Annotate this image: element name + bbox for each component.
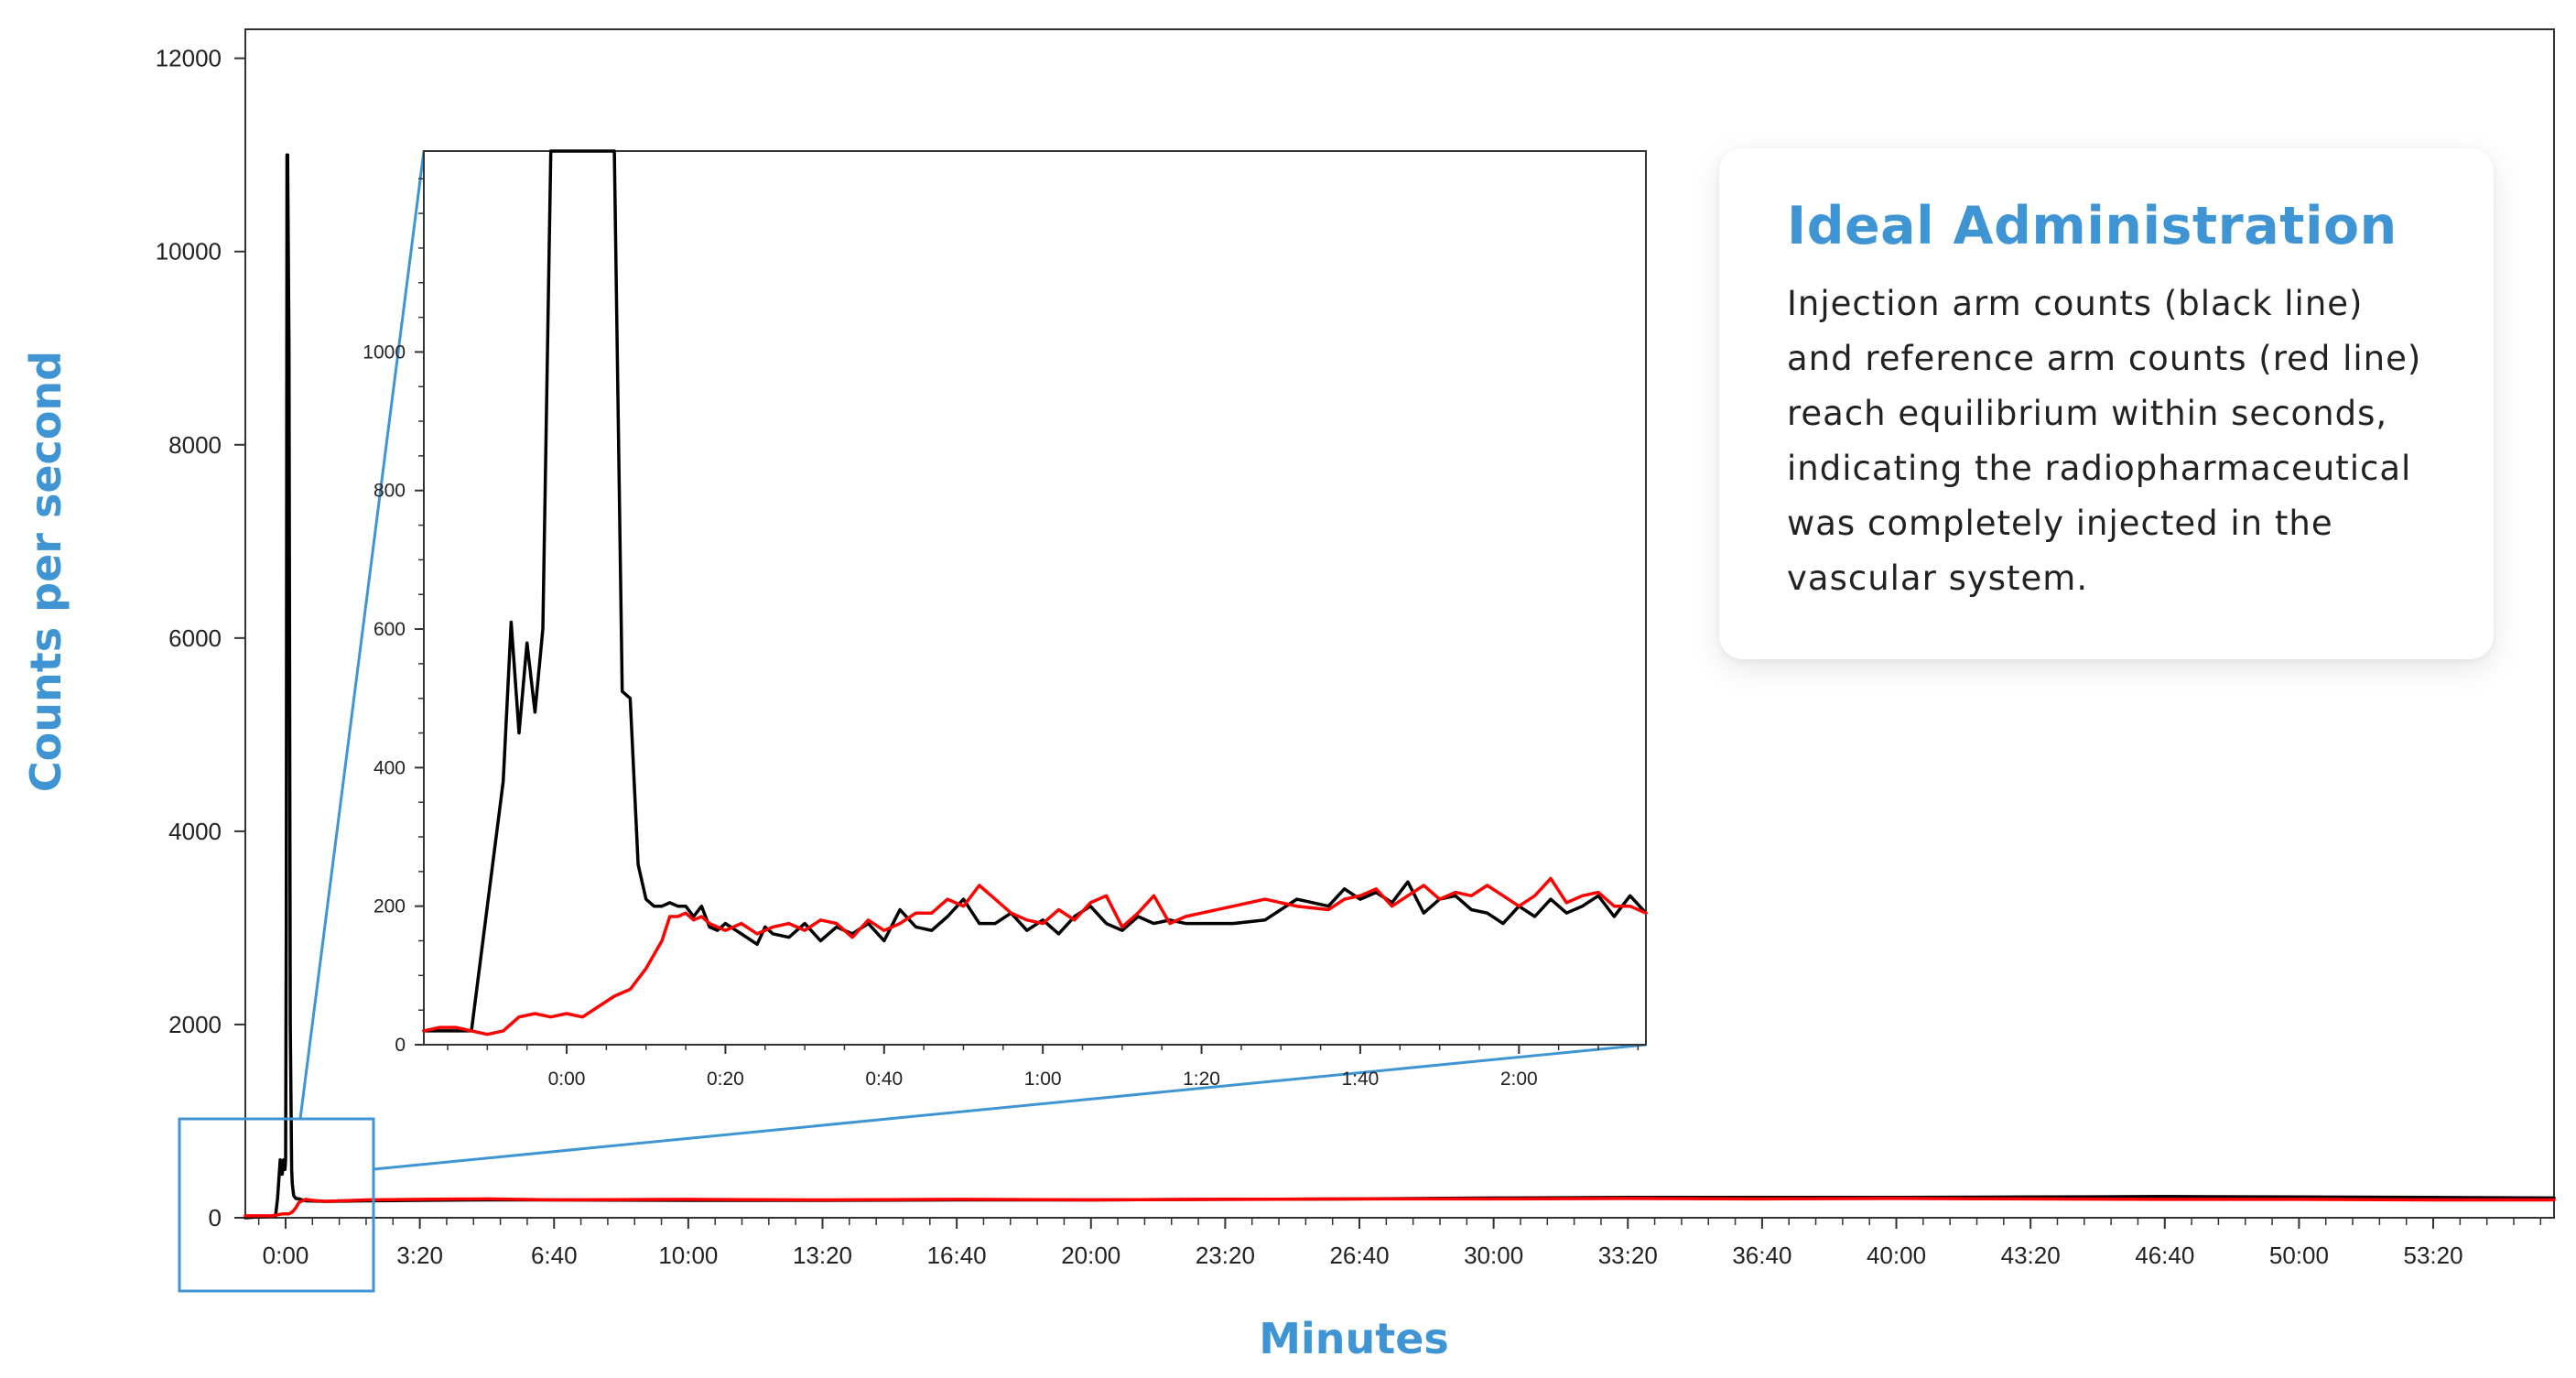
- main-x-tick-label: 23:20: [1196, 1242, 1255, 1269]
- x-axis-title: Minutes: [1259, 1314, 1449, 1363]
- main-y-tick-label: 10000: [156, 238, 222, 266]
- inset-x-tick-label: 1:40: [1341, 1069, 1379, 1090]
- y-axis-title: Counts per second: [21, 351, 70, 792]
- inset-x-tick-label: 0:20: [707, 1069, 744, 1090]
- main-x-tick-label: 10:00: [658, 1242, 718, 1269]
- main-x-tick-label: 26:40: [1329, 1242, 1389, 1269]
- inset-x-tick-label: 2:00: [1500, 1069, 1538, 1090]
- inset-y-tick-label: 400: [373, 757, 406, 778]
- zoom-connector-top: [298, 150, 426, 1120]
- inset-y-tick-label: 1000: [363, 342, 406, 363]
- callout-line: reach equilibrium within seconds,: [1787, 394, 2388, 433]
- main-x-tick-label: 53:20: [2403, 1242, 2462, 1269]
- inset-y-tick-label: 0: [395, 1035, 406, 1056]
- main-x-tick-label: 30:00: [1464, 1242, 1523, 1269]
- inset-chart-frame: [423, 150, 1647, 1046]
- main-x-tick-label: 40:00: [1867, 1242, 1926, 1269]
- main-chart-ticks: 0:00 3:20 6:40 10:00 13:20 16:40 20:00 23:20 26:…: [156, 45, 2542, 1269]
- main-chart-frame: [244, 28, 2555, 1219]
- main-x-tick-label: 43:20: [2001, 1242, 2061, 1269]
- callout-line: was completely injected in the: [1787, 504, 2333, 543]
- main-x-tick-label: 0:00: [263, 1242, 309, 1269]
- inset-x-tick-label: 1:00: [1024, 1069, 1062, 1090]
- callout-body: Injection arm counts (black line) and re…: [1787, 277, 2430, 606]
- callout-title: Ideal Administration: [1787, 196, 2397, 256]
- callout-line: vascular system.: [1787, 559, 2089, 598]
- callout-line: and reference arm counts (red line): [1787, 339, 2422, 378]
- main-x-tick-label: 16:40: [927, 1242, 987, 1269]
- info-callout-card: Ideal Administration Injection arm count…: [1719, 148, 2494, 659]
- main-x-tick-label: 6:40: [531, 1242, 578, 1269]
- main-x-tick-label: 20:00: [1061, 1242, 1120, 1269]
- main-y-tick-label: 8000: [168, 431, 222, 459]
- inset-y-tick-label: 200: [373, 896, 406, 917]
- callout-line: Injection arm counts (black line): [1787, 284, 2364, 323]
- main-x-tick-label: 36:40: [1732, 1242, 1791, 1269]
- main-y-tick-label: 12000: [156, 45, 222, 72]
- main-x-tick-label: 46:40: [2135, 1242, 2194, 1269]
- main-y-tick-label: 6000: [168, 624, 222, 652]
- main-chart-lines: [244, 153, 2556, 1220]
- inset-reference-arm-line: [422, 876, 1648, 1036]
- callout-line: indicating the radiopharmaceutical: [1787, 449, 2412, 488]
- zoom-region-box: [178, 1117, 375, 1293]
- main-x-tick-label: 3:20: [396, 1242, 443, 1269]
- inset-x-tick-label: 0:40: [865, 1069, 903, 1090]
- main-y-tick-label: 0: [209, 1204, 222, 1232]
- main-reference-arm-line: [244, 1197, 2556, 1218]
- main-plot-frame: [244, 28, 2555, 1219]
- zoom-indicator: [178, 150, 1647, 1293]
- main-x-tick-label: 13:20: [793, 1242, 852, 1269]
- main-x-tick-label: 33:20: [1598, 1242, 1658, 1269]
- inset-y-tick-label: 600: [373, 619, 406, 640]
- main-x-tick-label: 50:00: [2269, 1242, 2329, 1269]
- zoom-connector-bottom: [373, 1043, 1647, 1171]
- inset-x-tick-label: 0:00: [548, 1069, 586, 1090]
- main-y-tick-label: 2000: [168, 1011, 222, 1038]
- inset-x-tick-label: 1:20: [1183, 1069, 1220, 1090]
- inset-chart-ticks: 0:00 0:20 0:40 1:00 1:20 1:40 2:00 0 200 400 600 80…: [363, 178, 1640, 1090]
- inset-chart-lines: [422, 149, 1648, 1036]
- inset-plot-frame: [423, 150, 1647, 1046]
- main-y-tick-label: 4000: [168, 818, 222, 845]
- inset-y-tick-label: 800: [373, 481, 406, 502]
